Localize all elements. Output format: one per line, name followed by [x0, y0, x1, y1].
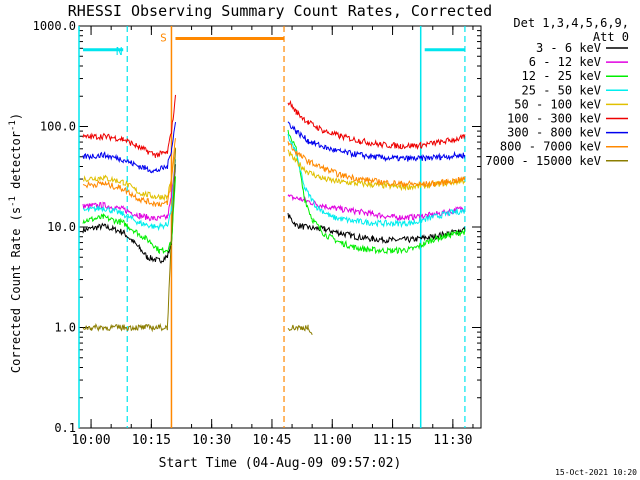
- series-line: [82, 159, 176, 232]
- y-axis-label: Corrected Count Rate (s-1 detector-1): [8, 113, 23, 373]
- x-tick-label: 11:15: [373, 433, 412, 448]
- x-tick-label: 10:15: [132, 433, 171, 448]
- legend-label: 6 - 12 keV: [529, 55, 601, 69]
- marker-label: S: [160, 32, 167, 45]
- marker-layer: NS: [78, 26, 466, 428]
- series-line: [287, 121, 466, 163]
- series-line: [287, 133, 466, 229]
- legend-label: 300 - 800 keV: [507, 126, 601, 140]
- chart-title: RHESSI Observing Summary Count Rates, Co…: [68, 2, 492, 20]
- legend-label: 800 - 7000 keV: [500, 140, 601, 154]
- legend-label: 50 - 100 keV: [514, 97, 601, 111]
- y-axis-label-close: ): [9, 113, 23, 120]
- x-axis-label: Start Time (04-Aug-09 09:57:02): [159, 456, 402, 471]
- series-line: [82, 138, 176, 208]
- legend-label: 3 - 6 keV: [536, 41, 601, 55]
- series-line: [287, 141, 466, 188]
- x-tick-label: 11:30: [433, 433, 472, 448]
- legend-header: Att 0: [593, 30, 629, 44]
- legend-header: Det 1,3,4,5,6,9,: [513, 16, 629, 30]
- y-tick-label: 0.1: [54, 421, 76, 435]
- series-line: [287, 324, 313, 335]
- y-axis-label-suffix: detector: [9, 131, 23, 196]
- series-line: [287, 129, 466, 255]
- x-tick-label: 11:00: [313, 433, 352, 448]
- series-line: [82, 164, 176, 264]
- x-tick-label: 10:00: [71, 433, 110, 448]
- timestamp: 15-Oct-2021 10:20: [555, 468, 637, 477]
- y-tick-label: 10.0: [47, 220, 76, 234]
- legend-label: 12 - 25 keV: [522, 69, 601, 83]
- x-tick-label: 10:45: [252, 433, 291, 448]
- x-tick-label: 10:30: [192, 433, 231, 448]
- series-line: [82, 122, 176, 174]
- y-tick-label: 1.0: [54, 321, 76, 335]
- series-line: [287, 99, 466, 151]
- marker-label: N: [116, 45, 123, 58]
- y-axis-label-main: Corrected Count Rate (s: [9, 207, 23, 373]
- y-axis-label-exp1: -1: [8, 196, 18, 207]
- legend-label: 100 - 300 keV: [507, 112, 601, 126]
- series-line: [83, 147, 176, 202]
- y-axis: 0.1 1.0 10.0 100.0 1000.0: [33, 19, 481, 435]
- series-line: [82, 148, 176, 333]
- legend-label: 7000 - 15000 keV: [485, 154, 601, 168]
- series-line: [82, 94, 176, 158]
- series-line: [287, 213, 466, 244]
- series-line: [82, 176, 176, 255]
- x-axis: 10:00 10:15 10:30 10:45 11:00 11:15 11:30: [71, 26, 474, 448]
- y-tick-label: 1000.0: [33, 19, 76, 33]
- series-layer: [82, 94, 466, 335]
- legend-label: 25 - 50 keV: [522, 83, 601, 97]
- y-tick-label: 100.0: [40, 120, 76, 134]
- y-axis-label-exp2: -1: [8, 120, 18, 131]
